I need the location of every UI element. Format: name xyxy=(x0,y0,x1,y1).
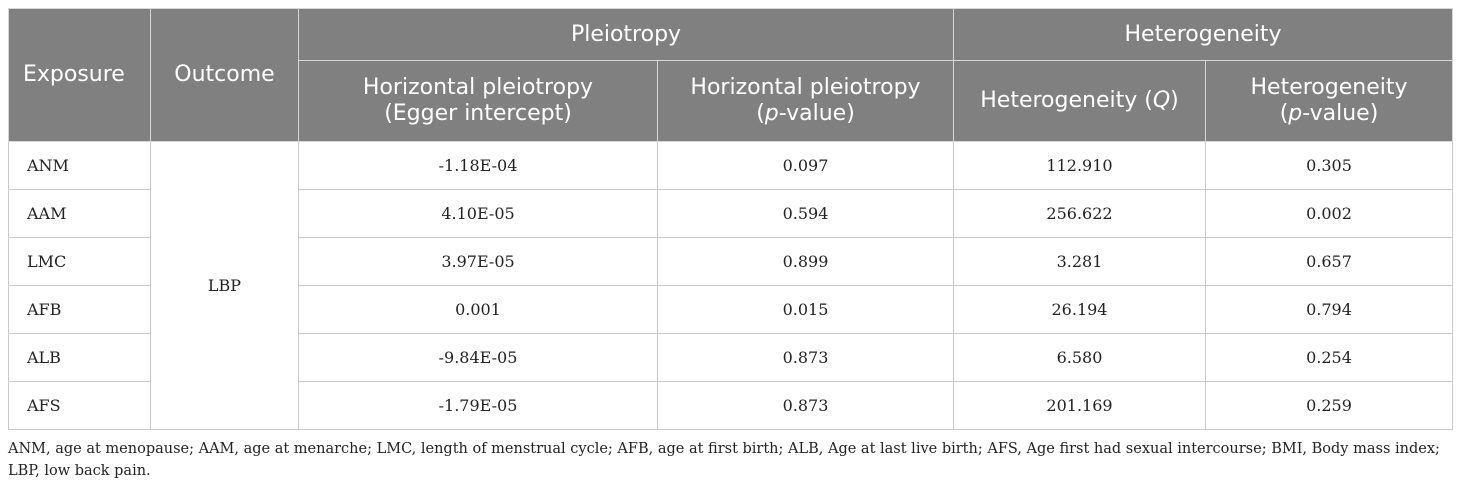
cell-exposure: AAM xyxy=(8,189,151,238)
header-het-q-text: Heterogeneity ( xyxy=(980,88,1153,113)
cell-exposure: LMC xyxy=(8,237,151,286)
header-hp-pvalue: Horizontal pleiotropy (p-value) xyxy=(657,60,954,142)
header-het-q: Heterogeneity (Q) xyxy=(953,60,1206,142)
table-row: AFS -1.79E-05 0.873 201.169 0.259 xyxy=(8,381,1453,430)
cell-hp-pvalue: 0.015 xyxy=(657,285,954,334)
header-hp-egger-line2: (Egger intercept) xyxy=(384,101,572,126)
header-het-pvalue: Heterogeneity (p-value) xyxy=(1205,60,1453,142)
cell-egger-intercept: 4.10E-05 xyxy=(298,189,658,238)
cell-het-pvalue: 0.657 xyxy=(1205,237,1453,286)
cell-het-pvalue: 0.305 xyxy=(1205,141,1453,190)
header-het-pvalue-italic: p xyxy=(1288,101,1303,126)
table-row: ANM LBP -1.18E-04 0.097 112.910 0.305 xyxy=(8,141,1453,430)
table-body: ANM LBP -1.18E-04 0.097 112.910 0.305 AA… xyxy=(8,141,1453,430)
cell-exposure: ALB xyxy=(8,333,151,382)
header-hp-pvalue-italic: p xyxy=(764,101,779,126)
cell-hp-pvalue: 0.097 xyxy=(657,141,954,190)
header-hp-pvalue-line1: Horizontal pleiotropy xyxy=(690,75,921,100)
cell-hp-pvalue: 0.899 xyxy=(657,237,954,286)
cell-outcome: LBP xyxy=(150,141,299,430)
cell-egger-intercept: 0.001 xyxy=(298,285,658,334)
table-footnote: ANM, age at menopause; AAM, age at menar… xyxy=(8,441,1440,479)
cell-het-q: 26.194 xyxy=(953,285,1206,334)
cell-hp-pvalue: 0.594 xyxy=(657,189,954,238)
header-het-pvalue-line1: Heterogeneity xyxy=(1250,75,1408,100)
header-hp-egger-line1: Horizontal pleiotropy xyxy=(362,75,594,100)
header-exposure: Exposure xyxy=(8,8,151,142)
cell-egger-intercept: -1.79E-05 xyxy=(298,381,658,430)
header-outcome: Outcome xyxy=(150,8,299,142)
cell-egger-intercept: -9.84E-05 xyxy=(298,333,658,382)
results-table-container: Exposure Outcome Pleiotropy Heterogeneit… xyxy=(8,8,1453,430)
table-row: LMC 3.97E-05 0.899 3.281 0.657 xyxy=(8,237,1453,286)
table-row: AAM 4.10E-05 0.594 256.622 0.002 xyxy=(8,189,1453,238)
cell-het-q: 201.169 xyxy=(953,381,1206,430)
table-row: AFB 0.001 0.015 26.194 0.794 xyxy=(8,285,1453,334)
cell-het-q: 112.910 xyxy=(953,141,1206,190)
header-group-heterogeneity: Heterogeneity xyxy=(953,8,1453,61)
header-het-q-italic: Q xyxy=(1152,88,1171,113)
cell-exposure: AFS xyxy=(8,381,151,430)
cell-egger-intercept: 3.97E-05 xyxy=(298,237,658,286)
header-group-pleiotropy: Pleiotropy xyxy=(298,8,954,61)
cell-exposure: AFB xyxy=(8,285,151,334)
header-het-pvalue-rest: -value) xyxy=(1302,101,1379,126)
cell-het-pvalue: 0.254 xyxy=(1205,333,1453,382)
cell-het-pvalue: 0.794 xyxy=(1205,285,1453,334)
table-row: ALB -9.84E-05 0.873 6.580 0.254 xyxy=(8,333,1453,382)
header-hp-egger: Horizontal pleiotropy (Egger intercept) xyxy=(298,60,658,142)
cell-het-q: 3.281 xyxy=(953,237,1206,286)
cell-het-q: 6.580 xyxy=(953,333,1206,382)
pleiotropy-heterogeneity-table: Exposure Outcome Pleiotropy Heterogeneit… xyxy=(8,8,1453,430)
cell-het-pvalue: 0.002 xyxy=(1205,189,1453,238)
cell-hp-pvalue: 0.873 xyxy=(657,381,954,430)
cell-egger-intercept: -1.18E-04 xyxy=(298,141,658,190)
cell-exposure: ANM xyxy=(8,141,151,190)
header-hp-pvalue-rest: -value) xyxy=(778,101,855,126)
header-het-q-close: ) xyxy=(1170,88,1179,113)
cell-het-pvalue: 0.259 xyxy=(1205,381,1453,430)
table-header: Exposure Outcome Pleiotropy Heterogeneit… xyxy=(8,8,1453,142)
cell-hp-pvalue: 0.873 xyxy=(657,333,954,382)
cell-het-q: 256.622 xyxy=(953,189,1206,238)
